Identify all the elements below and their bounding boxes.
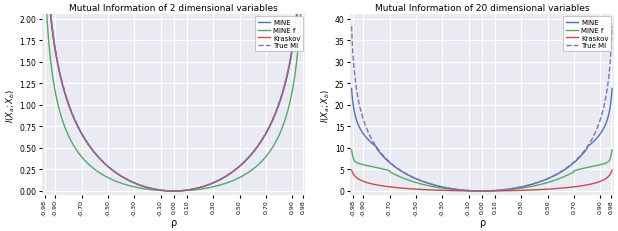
MINE <box>381 156 388 159</box>
True MI <box>478 190 486 192</box>
Kraskov <box>348 169 355 172</box>
MINE f <box>608 149 616 152</box>
Kraskov <box>514 189 522 192</box>
Kraskov <box>608 169 616 172</box>
True MI <box>206 183 213 186</box>
Line: MINE: MINE <box>43 0 304 191</box>
True MI <box>495 189 502 192</box>
True MI <box>72 121 80 124</box>
Kraskov <box>494 190 502 192</box>
Kraskov <box>187 188 195 191</box>
Kraskov <box>381 185 388 188</box>
True MI <box>608 26 616 28</box>
MINE f <box>566 173 574 176</box>
True MI <box>170 190 177 192</box>
Line: True MI: True MI <box>352 27 612 191</box>
MINE <box>187 188 195 191</box>
MINE <box>258 140 265 142</box>
MINE <box>608 88 616 91</box>
MINE f <box>187 189 195 192</box>
Line: MINE: MINE <box>352 89 612 191</box>
Kraskov <box>186 188 193 191</box>
Line: True MI: True MI <box>43 0 304 191</box>
MINE f <box>80 158 87 161</box>
MINE <box>72 122 80 125</box>
MINE f <box>495 189 502 192</box>
MINE <box>514 186 522 189</box>
MINE <box>80 136 87 139</box>
MINE <box>478 190 486 192</box>
Line: MINE f: MINE f <box>352 150 612 191</box>
MINE f <box>381 168 388 171</box>
MINE <box>348 88 355 91</box>
True MI <box>348 26 355 28</box>
MINE f <box>494 189 502 192</box>
MINE f <box>348 149 355 152</box>
X-axis label: ρ: ρ <box>479 217 485 227</box>
True MI <box>186 188 193 191</box>
True MI <box>387 162 395 165</box>
True MI <box>494 189 502 192</box>
Kraskov <box>206 183 213 186</box>
MINE <box>170 190 177 192</box>
Y-axis label: $I(X_a; X_b)$: $I(X_a; X_b)$ <box>320 88 332 122</box>
X-axis label: ρ: ρ <box>171 217 177 227</box>
MINE f <box>478 190 486 192</box>
Kraskov <box>495 190 502 192</box>
True MI <box>80 135 87 138</box>
MINE <box>494 189 502 192</box>
True MI <box>514 186 522 189</box>
True MI <box>187 188 195 191</box>
MINE f <box>206 186 213 189</box>
Kraskov <box>80 135 87 138</box>
Legend: MINE, MINE f, Kraskov, True MI: MINE, MINE f, Kraskov, True MI <box>255 17 303 52</box>
Title: Mutual Information of 2 dimensional variables: Mutual Information of 2 dimensional vari… <box>69 4 278 13</box>
Kraskov <box>566 186 574 189</box>
Line: Kraskov: Kraskov <box>352 170 612 191</box>
Kraskov <box>72 122 80 124</box>
Legend: MINE, MINE f, Kraskov, True MI: MINE, MINE f, Kraskov, True MI <box>563 17 611 52</box>
Kraskov <box>170 190 177 192</box>
Kraskov <box>478 190 486 192</box>
Kraskov <box>387 186 395 189</box>
MINE <box>387 163 395 166</box>
MINE <box>495 189 502 192</box>
MINE f <box>387 172 395 174</box>
True MI <box>258 139 265 142</box>
MINE <box>206 183 213 186</box>
True MI <box>566 164 574 167</box>
MINE f <box>170 190 177 192</box>
Line: Kraskov: Kraskov <box>43 0 304 191</box>
MINE f <box>72 148 80 151</box>
MINE <box>186 188 193 191</box>
Title: Mutual Information of 20 dimensional variables: Mutual Information of 20 dimensional var… <box>375 4 589 13</box>
Y-axis label: $I(X_a; X_b)$: $I(X_a; X_b)$ <box>4 88 17 122</box>
Kraskov <box>258 139 265 142</box>
MINE f <box>186 189 193 192</box>
Line: MINE f: MINE f <box>43 0 304 191</box>
True MI <box>381 155 388 158</box>
MINE f <box>514 187 522 190</box>
MINE f <box>258 160 265 163</box>
MINE <box>566 165 574 168</box>
